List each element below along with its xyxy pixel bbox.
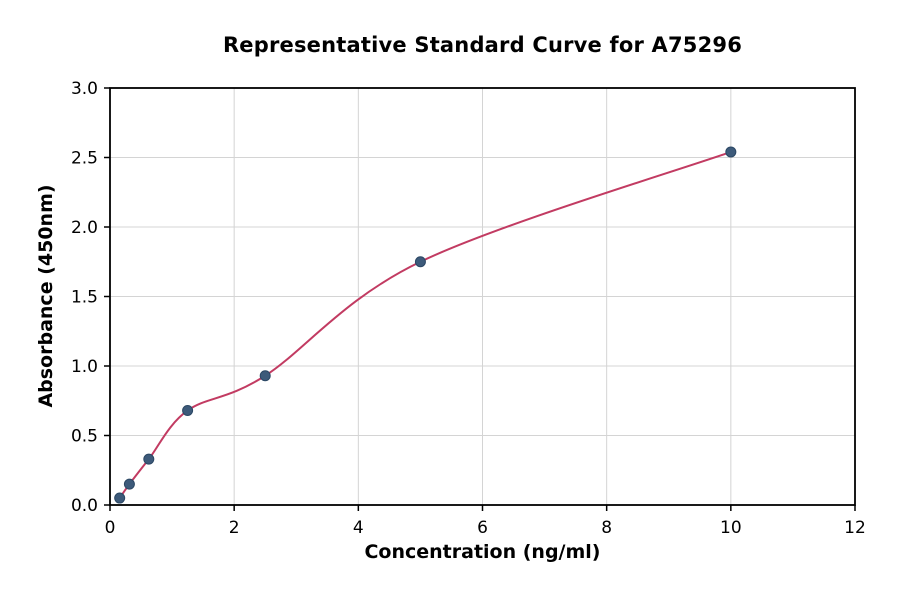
y-tick-label: 1.0 (71, 357, 98, 377)
chart-title: Representative Standard Curve for A75296 (222, 33, 743, 57)
x-axis-label: Concentration (ng/ml) (364, 541, 601, 563)
x-tick-label: 0 (105, 518, 116, 538)
x-tick-label: 8 (601, 518, 612, 538)
data-point (143, 453, 155, 465)
data-point (182, 404, 194, 416)
x-tick-label: 12 (844, 518, 866, 538)
y-tick-label: 0.5 (71, 427, 98, 447)
y-tick-label: 2.0 (71, 218, 98, 238)
x-tick-label: 4 (353, 518, 364, 538)
data-point (259, 370, 271, 382)
data-point (414, 256, 426, 268)
data-point (725, 146, 737, 158)
y-tick-label: 3.0 (71, 79, 98, 99)
curve-path (118, 150, 732, 500)
x-tick-label: 6 (477, 518, 488, 538)
data-point (114, 492, 126, 504)
data-point (123, 478, 135, 490)
x-tick-label: 10 (720, 518, 742, 538)
y-tick-label: 2.5 (71, 149, 98, 169)
y-tick-label: 1.5 (71, 288, 98, 308)
y-tick-label: 0.0 (71, 496, 98, 516)
x-tick-label: 2 (229, 518, 240, 538)
